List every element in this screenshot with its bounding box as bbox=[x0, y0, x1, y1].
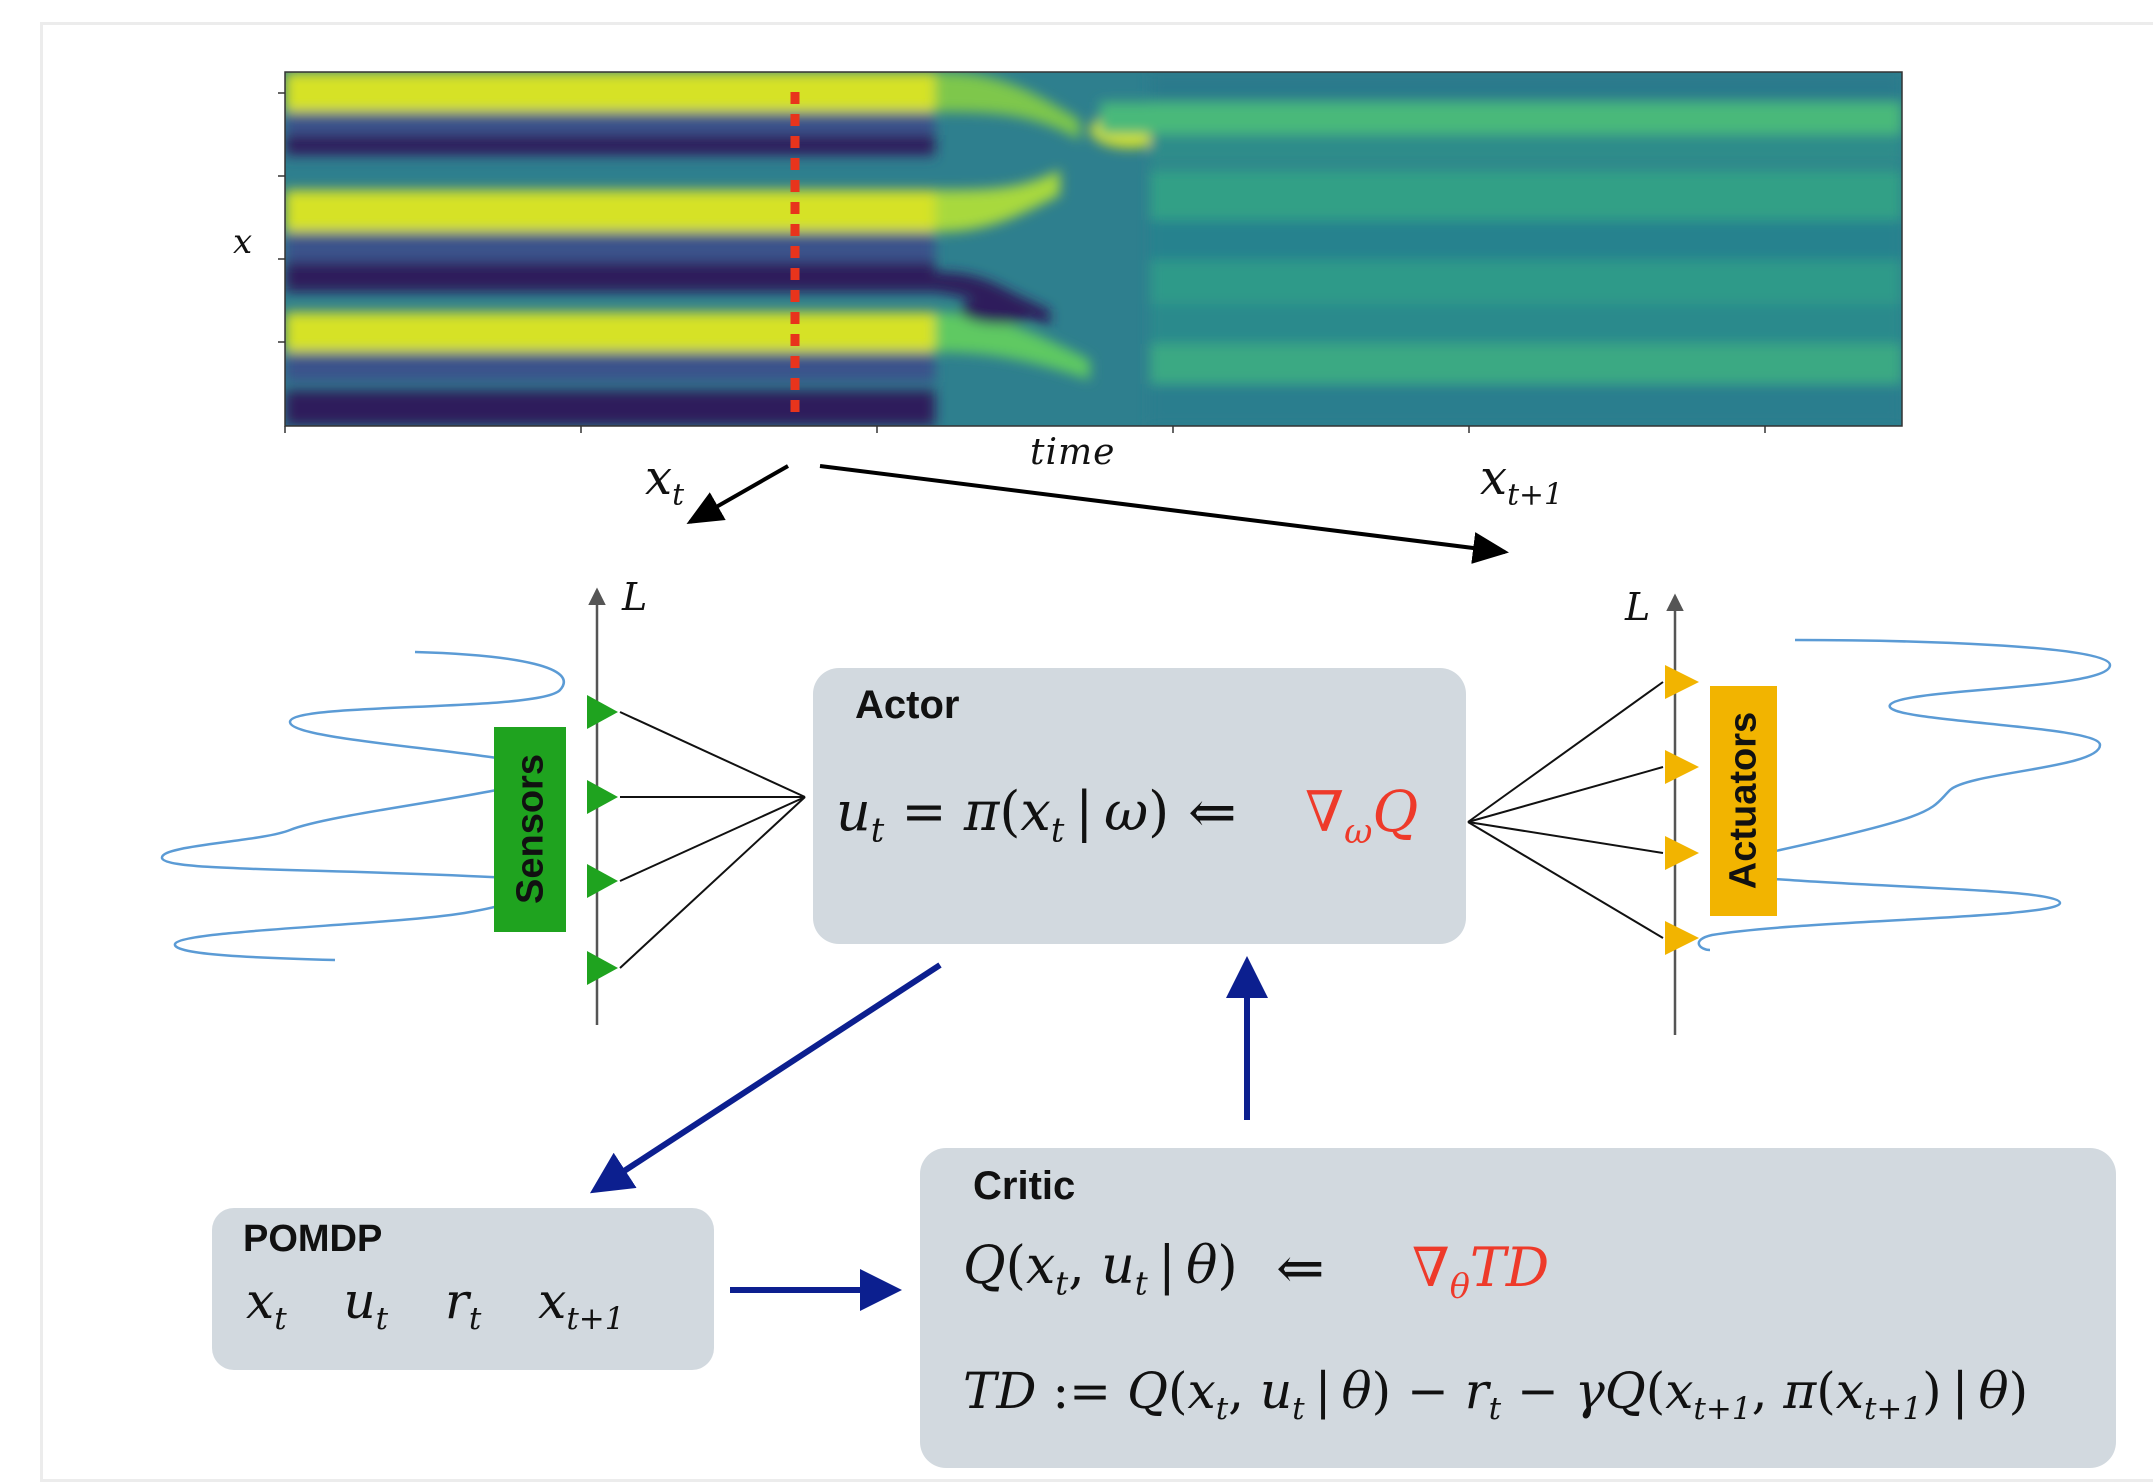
sensor-axis-label: L bbox=[622, 575, 648, 619]
actuators-label-text: Actuators bbox=[1722, 711, 1765, 890]
critic-title: Critic bbox=[973, 1164, 1076, 1208]
sensor-triangle bbox=[587, 864, 618, 898]
actuators-label: Actuators bbox=[1710, 686, 1777, 916]
critic-box bbox=[920, 1148, 2116, 1468]
heatmap-x-label: time bbox=[1030, 432, 1116, 473]
actuator-connections bbox=[1467, 681, 1664, 939]
arrow-to-next-state bbox=[819, 464, 1509, 564]
heatmap-y-label: x bbox=[233, 222, 253, 262]
actor-title: Actor bbox=[855, 683, 960, 727]
actuator-markers bbox=[1665, 665, 1699, 955]
critic-update-arrow: ⇐ bbox=[1276, 1234, 1325, 1302]
pomdp-box bbox=[212, 1208, 714, 1370]
critic-q-function: Q(xt, ut | θ) bbox=[963, 1236, 1238, 1303]
actuator-triangle bbox=[1665, 836, 1699, 870]
actor-policy: ut = π(xt | ω) bbox=[836, 780, 1170, 850]
arrow-actor-to-pomdp bbox=[589, 962, 942, 1194]
actor-gradient: ∇ωQ bbox=[1305, 780, 1419, 853]
actuator-axis-label: L bbox=[1625, 585, 1651, 629]
pomdp-title: POMDP bbox=[243, 1218, 383, 1260]
actor-update-arrow: ⇐ bbox=[1188, 778, 1237, 846]
arrow-to-current-state bbox=[686, 464, 789, 524]
heatmap-border bbox=[284, 71, 1903, 427]
pomdp-tuple: xt ut rt xt+1 bbox=[246, 1272, 625, 1337]
current-state-label: xt bbox=[645, 450, 685, 513]
actuator-triangle bbox=[1665, 750, 1699, 784]
critic-gradient: ∇θTD bbox=[1412, 1236, 1550, 1306]
heatmap-ticks bbox=[278, 92, 1766, 433]
sensor-connections bbox=[619, 711, 806, 969]
sensor-triangle bbox=[587, 951, 618, 985]
critic-td-definition: TD := Q(xt, ut | θ) − rt − γQ(xt+1, π(xt… bbox=[963, 1362, 2029, 1427]
actuator-triangle bbox=[1665, 665, 1699, 699]
sensor-triangle bbox=[587, 780, 618, 814]
sensors-label-text: Sensors bbox=[509, 754, 552, 904]
sensor-markers bbox=[587, 695, 618, 985]
sensor-signal-curve bbox=[160, 650, 566, 962]
actuator-triangle bbox=[1665, 921, 1699, 955]
sensors-label: Sensors bbox=[494, 727, 566, 932]
actor-box bbox=[813, 668, 1466, 944]
actuator-signal-curve bbox=[1697, 638, 2112, 952]
heatmap-plot bbox=[285, 72, 1902, 426]
next-state-label: xt+1 bbox=[1480, 450, 1563, 513]
sensor-triangle bbox=[587, 695, 618, 729]
